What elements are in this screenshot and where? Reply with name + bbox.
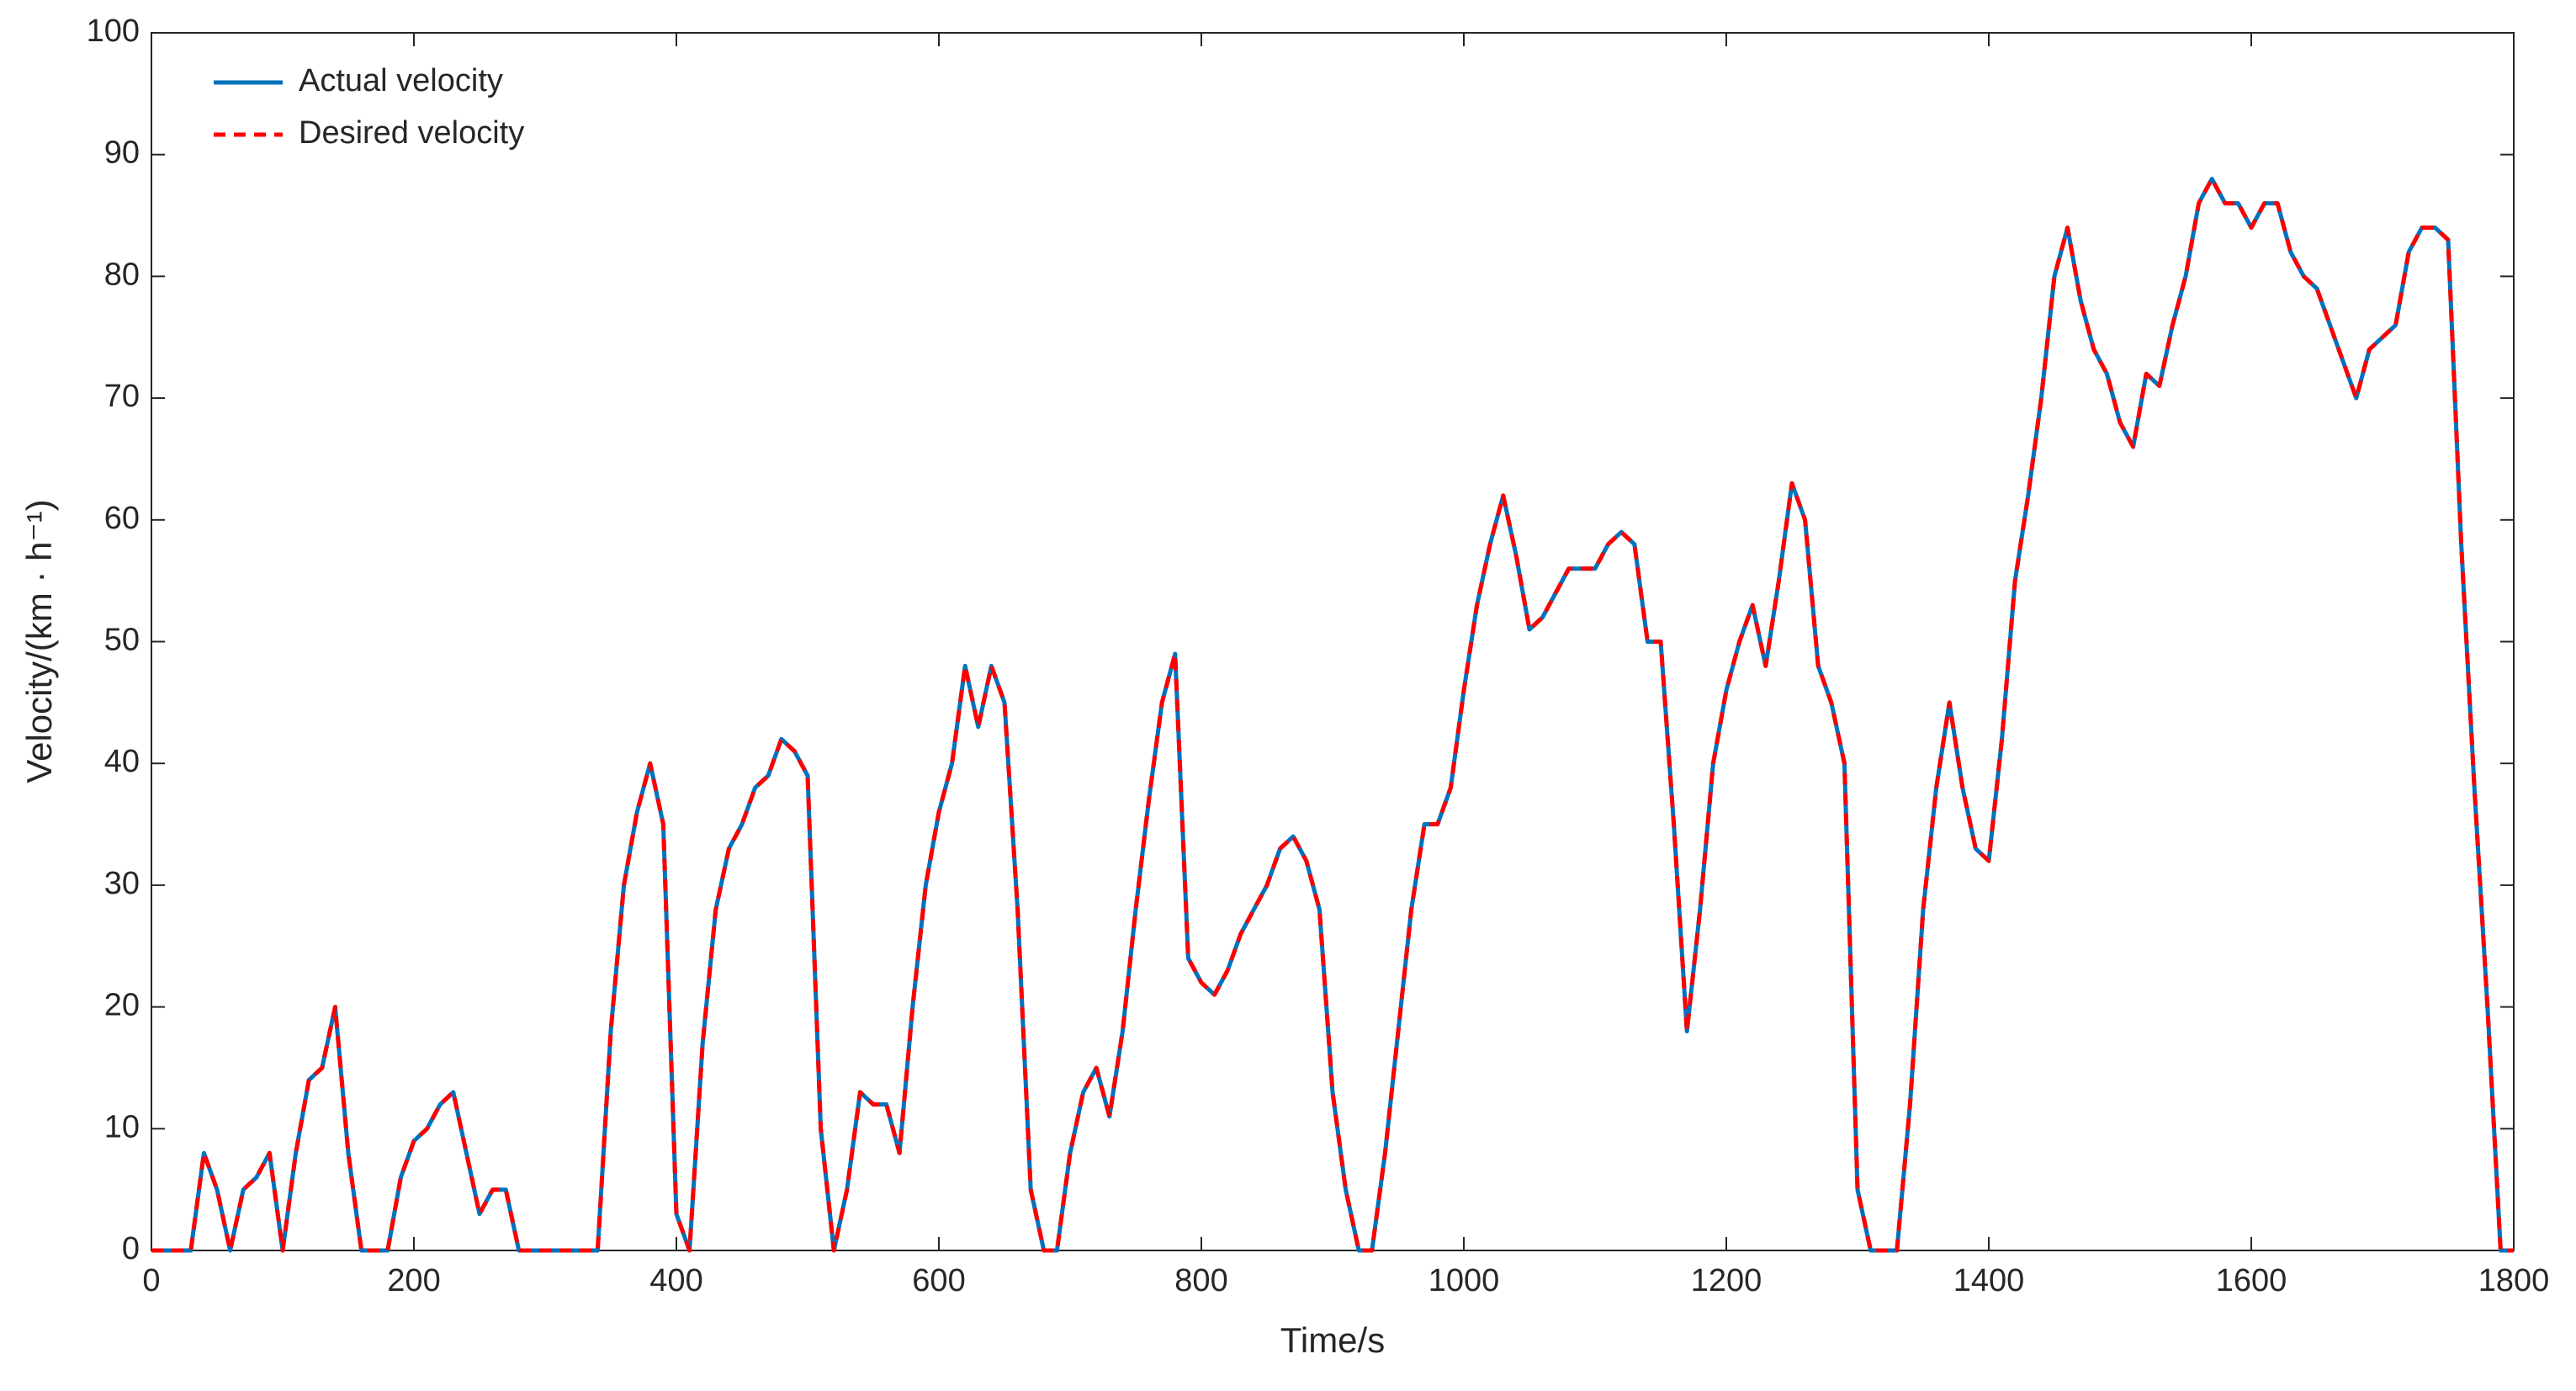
x-axis-label: Time/s: [1280, 1320, 1385, 1360]
x-tick-label: 800: [1174, 1263, 1227, 1298]
x-tick-label: 200: [387, 1263, 440, 1298]
y-tick-label: 70: [104, 379, 140, 414]
x-tick-label: 1600: [2216, 1263, 2287, 1298]
y-tick-label: 90: [104, 135, 140, 171]
x-tick-label: 1400: [1953, 1263, 2025, 1298]
y-tick-label: 100: [87, 13, 140, 49]
y-tick-label: 20: [104, 988, 140, 1023]
y-tick-label: 40: [104, 744, 140, 779]
y-tick-label: 60: [104, 501, 140, 536]
y-axis-label: Velocity/(km · h⁻¹): [19, 499, 59, 783]
x-tick-label: 1200: [1691, 1263, 1762, 1298]
y-tick-label: 50: [104, 623, 140, 658]
x-tick-label: 1800: [2478, 1263, 2550, 1298]
y-tick-label: 80: [104, 257, 140, 292]
x-tick-label: 1000: [1428, 1263, 1500, 1298]
legend-label: Actual velocity: [299, 63, 503, 98]
x-tick-label: 0: [142, 1263, 160, 1298]
x-tick-label: 400: [649, 1263, 702, 1298]
y-tick-label: 10: [104, 1109, 140, 1144]
y-tick-label: 0: [122, 1231, 140, 1266]
y-tick-label: 30: [104, 866, 140, 901]
legend-label: Desired velocity: [299, 115, 524, 151]
series-line: [151, 177, 2514, 1253]
x-tick-label: 600: [912, 1263, 965, 1298]
